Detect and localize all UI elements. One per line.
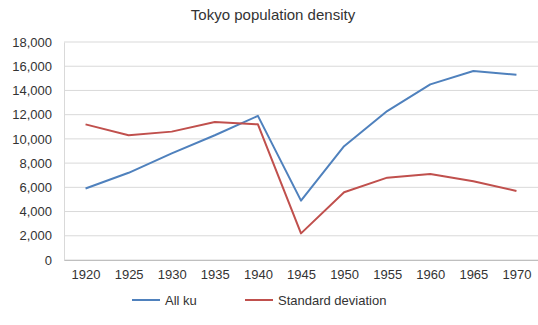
- x-tick-label: 1925: [115, 267, 144, 282]
- y-tick: 12,000: [12, 107, 64, 122]
- x-tick-label: 1970: [502, 267, 531, 282]
- x-axis: 1920 1925 1930 1935 1940 1945 1950 1955 1960 1965…: [65, 261, 538, 283]
- y-axis: 0 2,000 4,000 6,000 8,000 10,000 12,000 14,000 1…: [12, 35, 64, 268]
- y-tick: 6,000: [19, 180, 64, 195]
- y-axis-line: [64, 43, 65, 261]
- x-tick: 1955: [373, 267, 402, 282]
- y-tick-label: 10,000: [12, 132, 52, 147]
- legend-swatch: [245, 299, 273, 301]
- legend-swatch: [132, 299, 160, 301]
- x-tick: 1925: [115, 267, 144, 282]
- y-tick: 10,000: [12, 132, 64, 147]
- x-tick-label: 1965: [459, 267, 488, 282]
- grid-line: [64, 235, 538, 236]
- y-tick-label: 14,000: [12, 83, 52, 98]
- y-tick: 16,000: [12, 59, 64, 74]
- x-tick-label: 1955: [373, 267, 402, 282]
- y-tick-label: 8,000: [19, 156, 52, 171]
- legend-label: Standard deviation: [278, 293, 386, 308]
- chart-title: Tokyo population density: [191, 6, 356, 23]
- y-tick-label: 2,000: [19, 228, 52, 243]
- x-tick: 1950: [330, 267, 359, 282]
- legend-item: Standard deviation: [245, 293, 386, 308]
- y-tick: 2,000: [19, 228, 64, 243]
- x-tick-label: 1930: [158, 267, 187, 282]
- grid-line: [64, 163, 538, 164]
- y-tick: 18,000: [12, 35, 64, 50]
- grid-line: [64, 187, 538, 188]
- y-tick: 8,000: [19, 156, 64, 171]
- x-tick: 1920: [72, 267, 101, 282]
- x-tick: 1960: [416, 267, 445, 282]
- grid-line: [64, 114, 538, 115]
- x-tick: 1940: [244, 267, 273, 282]
- x-tick-label: 1935: [201, 267, 230, 282]
- x-tick: 1930: [158, 267, 187, 282]
- grid: [64, 42, 538, 260]
- grid-line: [64, 211, 538, 212]
- x-tick: 1935: [201, 267, 230, 282]
- x-tick: 1970: [502, 267, 531, 282]
- x-tick: 1965: [459, 267, 488, 282]
- y-tick: 4,000: [19, 204, 64, 219]
- y-tick-label: 6,000: [19, 180, 52, 195]
- legend: All ku Standard deviation: [132, 293, 386, 308]
- grid-line: [64, 42, 538, 43]
- x-tick-label: 1940: [244, 267, 273, 282]
- y-tick-label: 16,000: [12, 59, 52, 74]
- y-tick-label: 0: [45, 253, 52, 268]
- y-tick: 14,000: [12, 83, 64, 98]
- x-axis-line: [65, 260, 538, 261]
- y-tick-label: 4,000: [19, 204, 52, 219]
- y-tick: 0: [45, 253, 64, 268]
- grid-line: [64, 138, 538, 139]
- series-line: [86, 71, 517, 201]
- y-tick-label: 12,000: [12, 107, 52, 122]
- legend-item: All ku: [132, 293, 197, 308]
- x-tick: 1945: [287, 267, 316, 282]
- x-tick-label: 1920: [72, 267, 101, 282]
- x-tick-label: 1950: [330, 267, 359, 282]
- chart: Tokyo population density 0 2,000 4,000 6,000…: [0, 0, 538, 325]
- grid-line: [64, 90, 538, 91]
- legend-label: All ku: [165, 293, 197, 308]
- series-line: [86, 122, 517, 233]
- series-group: [86, 71, 517, 233]
- x-tick-label: 1945: [287, 267, 316, 282]
- x-tick-label: 1960: [416, 267, 445, 282]
- y-tick-label: 18,000: [12, 35, 52, 50]
- grid-line: [64, 66, 538, 67]
- plot: 0 2,000 4,000 6,000 8,000 10,000 12,000 14,000 1…: [12, 35, 538, 283]
- grid-line: [64, 260, 538, 261]
